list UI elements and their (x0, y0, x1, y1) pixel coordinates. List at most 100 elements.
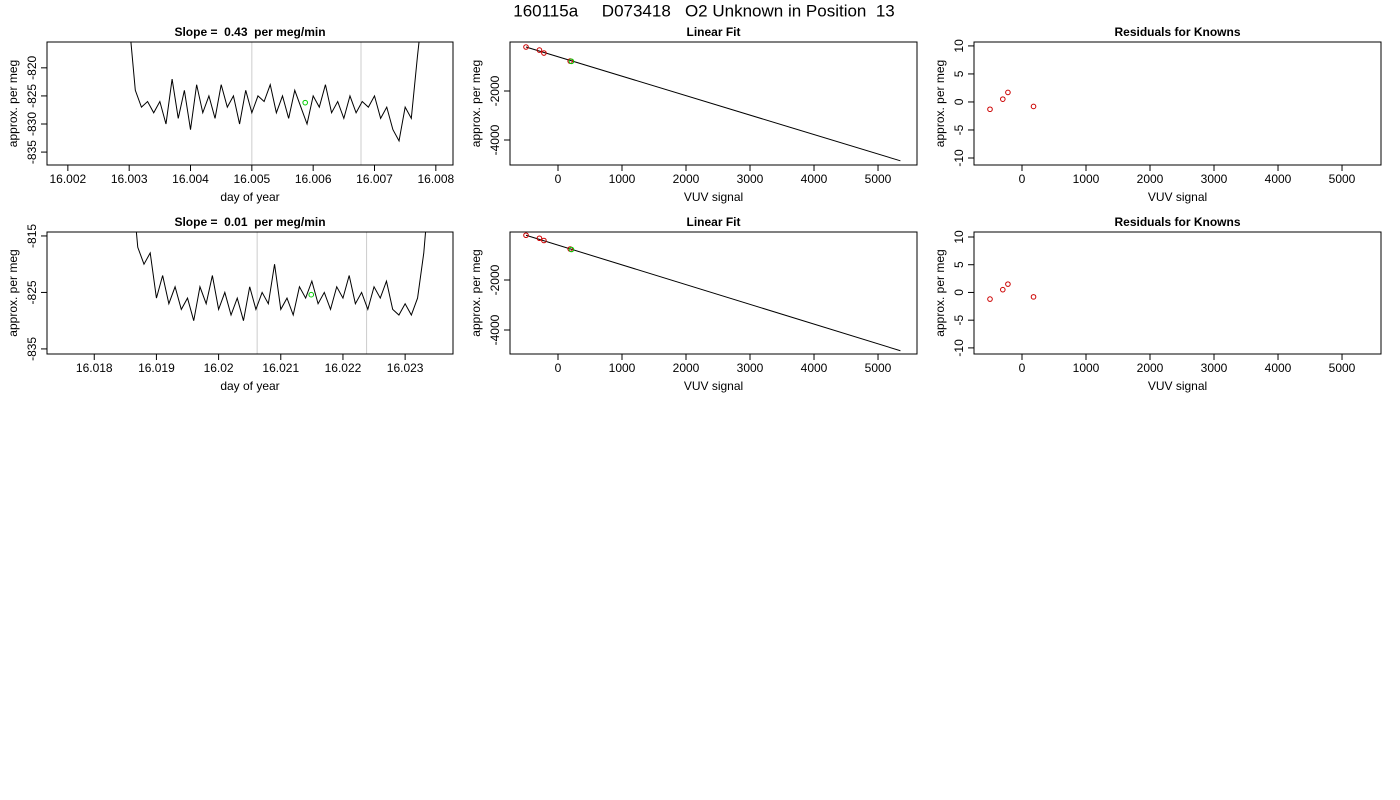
x-tick-label: 3000 (737, 172, 764, 186)
panel-title: Residuals for Knowns (1114, 215, 1240, 229)
panel: Linear Fit VUV signal approx. per meg 0 1000… (469, 25, 918, 204)
x-tick-label: 16.021 (262, 361, 299, 375)
y-tick-label: 10 (952, 39, 966, 53)
y-axis-label: approx. per meg (6, 60, 20, 147)
x-tick-label: 3000 (1201, 172, 1228, 186)
x-axis-label: day of year (220, 190, 279, 204)
plot-frame (509, 41, 918, 166)
panel-title: Slope = 0.01 per meg/min (174, 215, 325, 229)
panel: Slope = 0.43 per meg/min day of year appro… (6, 25, 454, 204)
panel-title: Linear Fit (686, 25, 740, 39)
x-tick-label: 16.023 (387, 361, 424, 375)
y-tick-label: 0 (952, 98, 966, 105)
y-tick-label: -2000 (488, 264, 502, 295)
y-tick-label: -825 (25, 84, 39, 108)
x-tick-label: 5000 (865, 172, 892, 186)
y-axis-label: approx. per meg (6, 249, 20, 336)
y-tick-label: 5 (952, 261, 966, 268)
data-point (523, 44, 529, 50)
plot-area (987, 281, 1037, 302)
y-tick-label: 0 (952, 289, 966, 296)
y-axis-label: approx. per meg (469, 249, 483, 336)
y-tick-label: -10 (952, 339, 966, 357)
data-line (130, 42, 420, 143)
plot-area (135, 232, 427, 354)
data-point (1000, 286, 1006, 293)
x-tick-label: 16.002 (50, 172, 87, 186)
data-point (1030, 103, 1037, 110)
x-tick-label: 1000 (1073, 361, 1100, 375)
y-tick-label: -5 (952, 315, 966, 326)
data-line (525, 46, 901, 162)
data-point (1000, 96, 1006, 102)
panel: Residuals for Knowns VUV signal approx. pe… (933, 215, 1382, 393)
x-tick-label: 16.005 (233, 172, 270, 186)
x-tick-label: 0 (555, 172, 562, 186)
x-axis-label: VUV signal (1148, 190, 1207, 204)
y-axis-label: approx. per meg (933, 60, 947, 147)
y-tick-label: 10 (952, 230, 966, 244)
x-tick-label: 5000 (1329, 172, 1356, 186)
data-point (1005, 89, 1011, 96)
y-tick-label: -835 (25, 337, 39, 361)
x-axis-label: VUV signal (1148, 379, 1207, 393)
y-axis-label: approx. per meg (469, 60, 483, 147)
data-point (541, 237, 547, 244)
y-tick-label: -4000 (488, 314, 502, 345)
x-tick-label: 5000 (865, 361, 892, 375)
x-tick-label: 5000 (1329, 361, 1356, 375)
panel-title: Linear Fit (686, 215, 740, 229)
data-line (135, 232, 427, 321)
plot-area (523, 232, 901, 352)
x-axis-label: day of year (220, 379, 279, 393)
data-point (308, 291, 315, 298)
x-tick-label: 4000 (1265, 172, 1292, 186)
x-tick-label: 3000 (737, 361, 764, 375)
y-tick-label: -815 (25, 224, 39, 248)
x-tick-label: 1000 (609, 172, 636, 186)
x-tick-label: 16.006 (295, 172, 332, 186)
data-point (541, 50, 547, 56)
plot-frame (973, 41, 1382, 166)
y-tick-label: -5 (952, 124, 966, 135)
plot-area (130, 42, 420, 165)
figure-title: 160115a D073418 O2 Unknown in Position 1… (513, 1, 895, 20)
data-point (536, 235, 543, 242)
data-point (568, 58, 575, 65)
x-tick-label: 0 (555, 361, 562, 375)
x-tick-label: 2000 (673, 361, 700, 375)
x-tick-label: 2000 (1137, 361, 1164, 375)
x-tick-label: 4000 (801, 361, 828, 375)
plot-frame (46, 41, 454, 166)
y-tick-label: -825 (25, 280, 39, 304)
data-line (525, 234, 901, 352)
x-tick-label: 0 (1019, 361, 1026, 375)
x-tick-label: 16.003 (111, 172, 148, 186)
x-tick-label: 1000 (609, 361, 636, 375)
x-tick-label: 4000 (1265, 361, 1292, 375)
y-tick-label: -4000 (488, 124, 502, 155)
panel: Residuals for Knowns VUV signal approx. pe… (933, 25, 1382, 204)
x-tick-label: 3000 (1201, 361, 1228, 375)
y-axis-label: approx. per meg (933, 249, 947, 336)
y-tick-label: -10 (952, 149, 966, 167)
x-tick-label: 16.007 (356, 172, 393, 186)
x-axis-label: VUV signal (684, 190, 743, 204)
y-tick-label: -2000 (488, 75, 502, 106)
data-point (536, 47, 543, 53)
x-tick-label: 16.022 (325, 361, 362, 375)
data-point (302, 99, 308, 106)
x-tick-label: 0 (1019, 172, 1026, 186)
data-point (987, 296, 993, 302)
plot-area (987, 89, 1037, 113)
panel: Linear Fit VUV signal approx. per meg 0 1000… (469, 215, 918, 393)
x-axis-label: VUV signal (684, 379, 743, 393)
x-tick-label: 16.019 (138, 361, 175, 375)
data-point (568, 246, 575, 253)
panel-title: Residuals for Knowns (1114, 25, 1240, 39)
panel: Slope = 0.01 per meg/min day of year appro… (6, 215, 454, 393)
x-tick-label: 16.02 (204, 361, 234, 375)
x-tick-label: 2000 (1137, 172, 1164, 186)
plot-frame (973, 231, 1382, 355)
x-tick-label: 16.004 (172, 172, 209, 186)
